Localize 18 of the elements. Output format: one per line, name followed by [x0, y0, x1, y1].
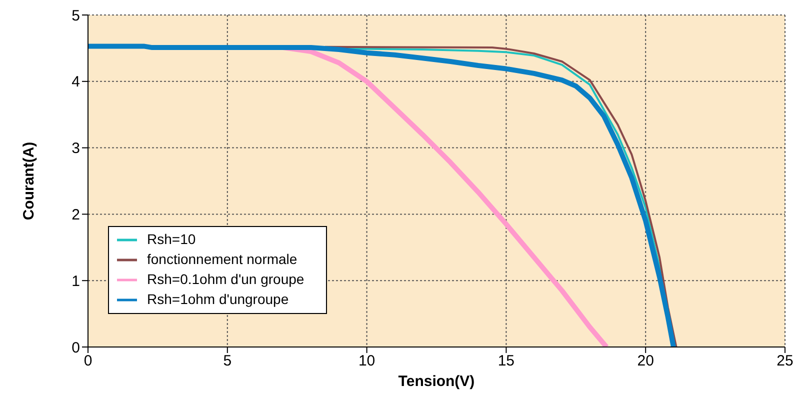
x-tick-label: 10: [358, 352, 376, 370]
y-tick-label: 5: [72, 7, 80, 24]
y-tick-label: 4: [72, 74, 80, 91]
y-axis-title: Courant(A): [20, 142, 38, 220]
x-tick-label: 20: [637, 352, 654, 370]
x-tick-label: 15: [498, 352, 515, 370]
x-axis-title: Tension(V): [398, 373, 475, 390]
y-tick-label: 3: [72, 140, 80, 158]
legend-label: Rsh=10: [147, 230, 196, 247]
x-tick-label: 25: [776, 352, 794, 370]
y-tick-label: 2: [72, 206, 80, 224]
legend-label: fonctionnement normale: [147, 250, 298, 267]
legend-label: Rsh=0.1ohm d'un groupe: [147, 270, 304, 287]
y-tick-label: 0: [72, 339, 80, 356]
x-tick-label: 5: [223, 352, 232, 370]
x-tick-label: 0: [84, 352, 92, 370]
y-tick-label: 1: [72, 272, 80, 290]
legend-label: Rsh=1ohm d'ungroupe: [147, 290, 289, 307]
